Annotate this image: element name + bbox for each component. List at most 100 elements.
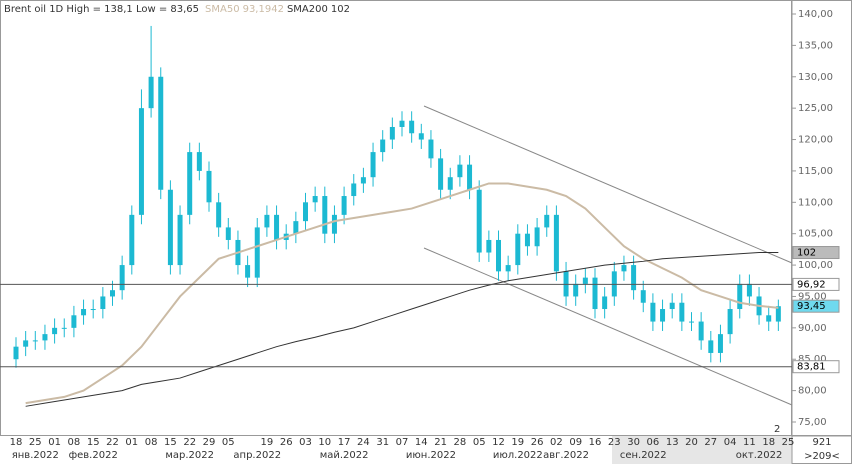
candle-body bbox=[264, 214, 270, 228]
month-label: авг.2022 bbox=[543, 450, 589, 461]
x-tick-label: 12 bbox=[492, 437, 505, 448]
candle-body bbox=[138, 108, 144, 215]
y-tick-label: 135,00 bbox=[798, 40, 833, 51]
candle-body bbox=[689, 321, 694, 323]
candle-body bbox=[563, 271, 569, 297]
x-tick-label: 07 bbox=[396, 437, 409, 448]
candle-body bbox=[312, 196, 318, 203]
candle-body bbox=[119, 265, 125, 291]
candle-body bbox=[553, 214, 559, 272]
candle-body bbox=[573, 283, 579, 297]
sma-line bbox=[25, 252, 779, 407]
candle-body bbox=[486, 239, 492, 253]
pane-number: 2 bbox=[774, 424, 780, 435]
x-tick-label: 31 bbox=[376, 437, 389, 448]
x-tick-label: 10 bbox=[318, 437, 331, 448]
x-tick-label: 01 bbox=[125, 437, 138, 448]
x-tick-label: 06 bbox=[647, 437, 660, 448]
x-tick-label: 14 bbox=[415, 437, 428, 448]
level-tag bbox=[792, 277, 840, 291]
y-tick-label: 130,00 bbox=[798, 72, 833, 83]
candle-body bbox=[90, 309, 96, 311]
candle-body bbox=[360, 177, 366, 184]
candle-body bbox=[187, 152, 193, 215]
level-label: 83,81 bbox=[797, 362, 826, 373]
candle-body bbox=[110, 290, 115, 297]
candle-body bbox=[717, 334, 723, 353]
y-tick-label: 75,00 bbox=[798, 417, 827, 428]
candle-body bbox=[698, 321, 704, 341]
x-tick-label: 18 bbox=[10, 437, 23, 448]
candle-body bbox=[775, 306, 781, 322]
month-label: апр.2022 bbox=[233, 450, 281, 461]
candle-body bbox=[331, 214, 337, 234]
x-tick-label: 17 bbox=[338, 437, 351, 448]
y-tick-label: 85,00 bbox=[798, 354, 827, 365]
candle-body bbox=[679, 302, 685, 322]
candle-body bbox=[274, 214, 280, 240]
y-tick-label: 100,00 bbox=[798, 260, 833, 271]
candle-body bbox=[81, 309, 87, 316]
candle-body bbox=[582, 277, 588, 284]
x-tick-label: 02 bbox=[550, 437, 563, 448]
x-tick-label: 08 bbox=[145, 437, 158, 448]
x-tick-label: 26 bbox=[280, 437, 293, 448]
y-tick-label: 95,00 bbox=[798, 291, 827, 302]
candle-body bbox=[216, 202, 222, 228]
month-label: сен.2022 bbox=[620, 450, 667, 461]
month-label: мар.2022 bbox=[165, 450, 214, 461]
candle-body bbox=[254, 227, 260, 278]
corner-count: 921 bbox=[812, 437, 831, 448]
x-tick-label: 08 bbox=[68, 437, 81, 448]
x-tick-label: 22 bbox=[106, 437, 119, 448]
x-tick-label: 29 bbox=[203, 437, 216, 448]
x-tick-label: 13 bbox=[666, 437, 679, 448]
candle-body bbox=[100, 296, 106, 310]
x-tick-label: 18 bbox=[762, 437, 775, 448]
corner-scroll[interactable]: >209< bbox=[804, 451, 840, 462]
candle-body bbox=[640, 290, 646, 303]
candle-body bbox=[650, 302, 656, 322]
month-label: июн.2022 bbox=[406, 450, 456, 461]
candle-body bbox=[746, 283, 752, 297]
axis-highlight bbox=[612, 436, 792, 464]
x-tick-label: 22 bbox=[183, 437, 196, 448]
x-tick-label: 15 bbox=[164, 437, 177, 448]
x-tick-label: 05 bbox=[473, 437, 486, 448]
candle-body bbox=[708, 340, 714, 353]
candle-body bbox=[52, 327, 58, 335]
x-tick-label: 21 bbox=[434, 437, 447, 448]
candle-body bbox=[351, 183, 357, 197]
candle-body bbox=[167, 189, 173, 266]
candle-body bbox=[737, 283, 743, 310]
legend-value: 93,1942 bbox=[243, 4, 284, 15]
x-tick-label: 11 bbox=[743, 437, 756, 448]
candle-body bbox=[23, 340, 29, 347]
legend-value: 102 bbox=[331, 4, 350, 15]
candle-body bbox=[293, 221, 299, 234]
x-tick-label: 04 bbox=[724, 437, 737, 448]
candle-body bbox=[660, 309, 666, 322]
x-tick-label: 09 bbox=[569, 437, 582, 448]
candle-body bbox=[428, 139, 434, 159]
month-label: фев.2022 bbox=[69, 450, 118, 461]
y-tick-label: 90,00 bbox=[798, 323, 827, 334]
x-tick-label: 01 bbox=[48, 437, 61, 448]
candle-body bbox=[592, 277, 598, 310]
candle-body bbox=[32, 340, 38, 342]
candle-body bbox=[399, 120, 405, 127]
month-label: май.2022 bbox=[320, 450, 369, 461]
x-tick-label: 28 bbox=[454, 437, 467, 448]
candle-body bbox=[42, 334, 48, 341]
channel-top bbox=[423, 105, 793, 264]
candle-body bbox=[322, 196, 328, 234]
candle-body bbox=[129, 214, 135, 266]
x-tick-label: 24 bbox=[357, 437, 370, 448]
candle-body bbox=[727, 309, 733, 335]
candle-body bbox=[496, 239, 501, 272]
x-tick-label: 16 bbox=[589, 437, 602, 448]
candle-body bbox=[225, 227, 231, 240]
candle-body bbox=[196, 152, 202, 171]
candle-body bbox=[148, 76, 154, 109]
